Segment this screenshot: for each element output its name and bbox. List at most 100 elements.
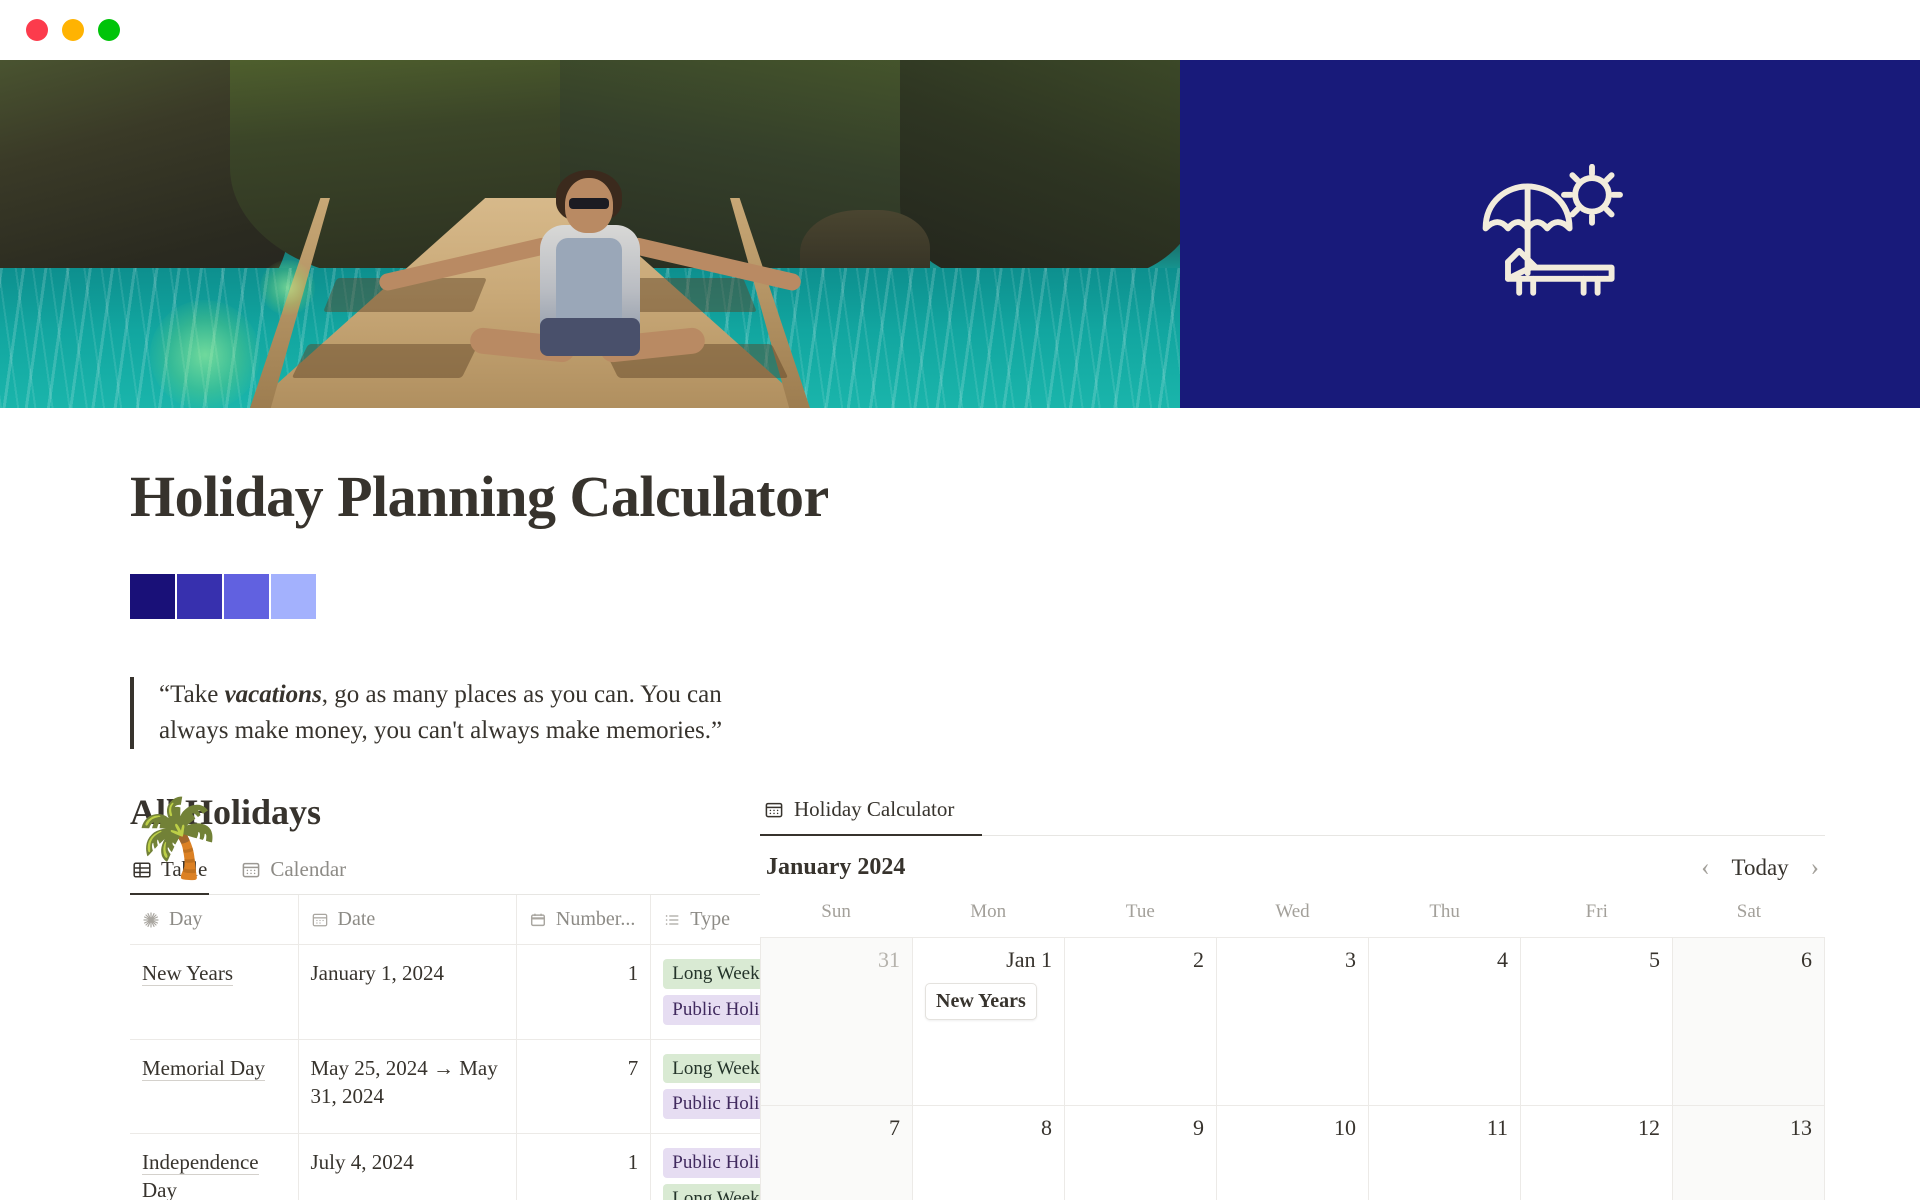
column-header-date[interactable]: Date bbox=[298, 895, 517, 945]
calendar-day-number: 11 bbox=[1486, 1115, 1508, 1140]
person-shirt bbox=[556, 238, 622, 328]
cell-number[interactable]: 1 bbox=[516, 1133, 652, 1200]
lens-flare bbox=[260, 260, 315, 315]
column-header-type-label: Type bbox=[690, 908, 730, 930]
calendar-day-number: 3 bbox=[1345, 947, 1356, 972]
window-title-bar bbox=[0, 0, 1920, 60]
calculator-tabbar: Holiday Calculator bbox=[760, 791, 1825, 836]
calendar-cell[interactable]: 11 bbox=[1369, 1106, 1521, 1200]
cell-number[interactable]: 7 bbox=[516, 1039, 652, 1134]
cell-number[interactable]: 1 bbox=[516, 944, 652, 1040]
calendar-cell[interactable]: 13 bbox=[1673, 1106, 1825, 1200]
calendar-cell[interactable]: 2 bbox=[1065, 938, 1217, 1106]
table-row[interactable]: Independence Day July 4, 2024 1 Public H… bbox=[130, 1133, 830, 1200]
maximize-window-button[interactable] bbox=[98, 19, 120, 41]
cell-day[interactable]: New Years bbox=[130, 944, 299, 1040]
day-name-sun: Sun bbox=[821, 901, 851, 922]
tab-holiday-calculator-label: Holiday Calculator bbox=[794, 797, 955, 821]
content-columns: All Holidays Table bbox=[0, 791, 1920, 1200]
chevron-right-icon[interactable]: › bbox=[1810, 854, 1819, 881]
day-name-wed: Wed bbox=[1275, 901, 1310, 922]
calendar-cell[interactable]: 5 bbox=[1521, 938, 1673, 1106]
calendar-cell[interactable]: 3 bbox=[1217, 938, 1369, 1106]
multi-select-icon bbox=[666, 914, 679, 925]
calendar-day-number: 8 bbox=[1041, 1115, 1052, 1140]
calendar-cell[interactable]: 9 bbox=[1065, 1106, 1217, 1200]
color-swatch-row bbox=[130, 574, 1920, 619]
day-name-thu: Thu bbox=[1429, 901, 1460, 922]
banner-accent-panel bbox=[1180, 60, 1920, 408]
calendar-cell[interactable]: 12 bbox=[1521, 1106, 1673, 1200]
quote-emphasis: vacations bbox=[224, 681, 322, 708]
column-header-number[interactable]: Number... bbox=[516, 895, 652, 945]
calendar-day-number: 2 bbox=[1193, 947, 1204, 972]
calendar-cell[interactable]: 8 bbox=[913, 1106, 1065, 1200]
table-row[interactable]: Memorial Day May 25, 2024 → May 31, 2024… bbox=[130, 1039, 830, 1134]
calendar-day-names: Sun Mon Tue Wed Thu Fri Sat bbox=[760, 895, 1825, 937]
calendar-cell[interactable]: 7 bbox=[761, 1106, 913, 1200]
calendar-cell[interactable]: 4 bbox=[1369, 938, 1521, 1106]
column-header-day[interactable]: Day bbox=[130, 895, 299, 945]
calendar-day-number: 13 bbox=[1790, 1115, 1812, 1140]
database-view-tabs: Table Calendar bbox=[130, 851, 760, 895]
calendar-day-number: 31 bbox=[878, 947, 900, 972]
tab-table-label: Table bbox=[161, 857, 208, 881]
boat-plank bbox=[291, 344, 479, 378]
holidays-table-body: New Years January 1, 2024 1 Long Weekend… bbox=[130, 944, 830, 1200]
tag-public-holiday: Public Holiday bbox=[663, 1148, 796, 1178]
calendar-icon bbox=[765, 802, 783, 817]
palm-tree-icon[interactable]: 🌴 bbox=[130, 797, 225, 881]
chevron-left-icon[interactable]: ‹ bbox=[1701, 854, 1710, 881]
cell-day[interactable]: Independence Day bbox=[130, 1133, 299, 1200]
calendar-day-number: Jan 1 bbox=[1006, 947, 1052, 972]
column-header-day-label: Day bbox=[169, 908, 203, 930]
calendar-cell[interactable]: 6 bbox=[1673, 938, 1825, 1106]
day-link[interactable]: Independence Day bbox=[142, 1150, 259, 1200]
swatch-indigo bbox=[177, 574, 222, 619]
page-quote: “Take vacations, go as many places as yo… bbox=[130, 677, 770, 749]
tab-calendar[interactable]: Calendar bbox=[239, 851, 348, 895]
cell-date[interactable]: July 4, 2024 bbox=[298, 1133, 517, 1200]
day-name-fri: Fri bbox=[1585, 901, 1608, 922]
day-name-mon: Mon bbox=[970, 901, 1007, 922]
close-window-button[interactable] bbox=[26, 19, 48, 41]
calendar-month-label: January 2024 bbox=[766, 854, 906, 880]
table-row[interactable]: New Years January 1, 2024 1 Long Weekend… bbox=[130, 944, 830, 1040]
table-icon bbox=[133, 861, 151, 878]
quote-rest: , go as many places as you can. You can … bbox=[159, 681, 723, 744]
page-cover-banner[interactable] bbox=[0, 60, 1920, 408]
tab-table[interactable]: Table bbox=[130, 851, 210, 895]
column-header-type[interactable]: Type bbox=[650, 895, 830, 945]
calendar-icon bbox=[242, 862, 260, 877]
table-header-row: Day bbox=[130, 895, 830, 945]
calendar-day-number: 5 bbox=[1649, 947, 1660, 972]
column-header-number-label: Number... bbox=[555, 908, 636, 930]
cell-date[interactable]: January 1, 2024 bbox=[298, 944, 517, 1040]
holidays-table-head: Day bbox=[130, 895, 830, 945]
day-link[interactable]: New Years bbox=[142, 961, 233, 986]
swatch-periwinkle bbox=[271, 574, 316, 619]
sunglasses-icon bbox=[569, 198, 609, 209]
calendar-cell[interactable]: Jan 1 New Years bbox=[913, 938, 1065, 1106]
holidays-table: Day bbox=[130, 895, 830, 1200]
calendar-cell[interactable]: 10 bbox=[1217, 1106, 1369, 1200]
title-sparkle-icon bbox=[143, 911, 159, 928]
page-content: 🌴 Holiday Planning Calculator “Take vaca… bbox=[0, 463, 1920, 1200]
day-link[interactable]: Memorial Day bbox=[142, 1055, 266, 1081]
calendar-day-number: 6 bbox=[1801, 947, 1812, 972]
today-button[interactable]: Today bbox=[1731, 854, 1789, 880]
calendar-day-number: 4 bbox=[1497, 947, 1508, 972]
minimize-window-button[interactable] bbox=[62, 19, 84, 41]
calendar-cell[interactable]: 31 bbox=[761, 938, 913, 1106]
calendar-nav: ‹ Today › bbox=[1701, 855, 1819, 881]
all-holidays-heading: All Holidays bbox=[130, 792, 322, 832]
calendar-day-number: 9 bbox=[1193, 1115, 1204, 1140]
calendar-event-new-years[interactable]: New Years bbox=[925, 983, 1037, 1020]
cell-date[interactable]: May 25, 2024 → May 31, 2024 bbox=[298, 1039, 517, 1134]
calendar-header: January 2024 ‹ Today › bbox=[760, 836, 1825, 895]
formula-date-icon bbox=[530, 913, 545, 926]
column-header-date-label: Date bbox=[337, 908, 376, 930]
cell-day[interactable]: Memorial Day bbox=[130, 1039, 299, 1134]
tab-holiday-calculator[interactable]: Holiday Calculator bbox=[760, 791, 983, 836]
beach-umbrella-sun-lounger-icon bbox=[1482, 164, 1623, 296]
